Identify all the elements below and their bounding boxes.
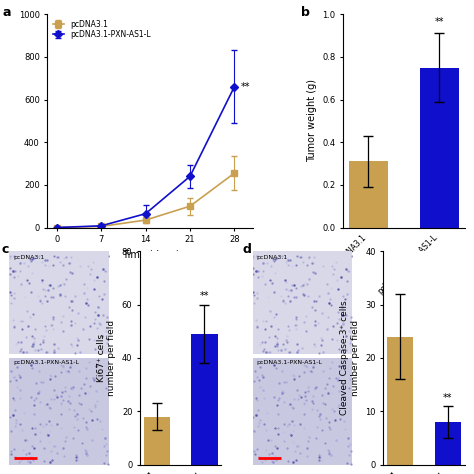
Text: pcDNA3.1-PXN-AS1-L: pcDNA3.1-PXN-AS1-L bbox=[257, 360, 323, 365]
Legend: pcDNA3.1, pcDNA3.1-PXN-AS1-L: pcDNA3.1, pcDNA3.1-PXN-AS1-L bbox=[51, 18, 153, 41]
Text: c: c bbox=[1, 243, 9, 255]
Text: pcDNA3.1-PXN-AS1-L: pcDNA3.1-PXN-AS1-L bbox=[13, 360, 80, 365]
Text: pcDNA3.1: pcDNA3.1 bbox=[257, 255, 288, 261]
Y-axis label: Tumor weight (g): Tumor weight (g) bbox=[307, 79, 317, 163]
Text: b: b bbox=[301, 6, 310, 18]
Bar bbox=[420, 68, 459, 228]
FancyBboxPatch shape bbox=[253, 358, 352, 465]
Y-axis label: Ki67⁺ cells
number per field: Ki67⁺ cells number per field bbox=[97, 320, 116, 396]
Y-axis label: Cleaved Caspase-3⁺ cells
number per field: Cleaved Caspase-3⁺ cells number per fiel… bbox=[340, 301, 360, 415]
Bar bbox=[435, 422, 461, 465]
Text: pcDNA3.1: pcDNA3.1 bbox=[13, 255, 45, 261]
X-axis label: Time (days): Time (days) bbox=[121, 250, 179, 260]
FancyBboxPatch shape bbox=[9, 251, 109, 354]
Text: d: d bbox=[243, 243, 252, 255]
Bar bbox=[191, 334, 218, 465]
Text: **: ** bbox=[443, 392, 453, 402]
Text: a: a bbox=[2, 6, 10, 18]
Text: **: ** bbox=[435, 17, 444, 27]
FancyBboxPatch shape bbox=[253, 251, 352, 354]
Bar bbox=[387, 337, 413, 465]
Text: **: ** bbox=[241, 82, 250, 92]
Text: **: ** bbox=[200, 291, 209, 301]
Bar bbox=[144, 417, 170, 465]
FancyBboxPatch shape bbox=[9, 358, 109, 465]
Bar bbox=[349, 161, 388, 228]
